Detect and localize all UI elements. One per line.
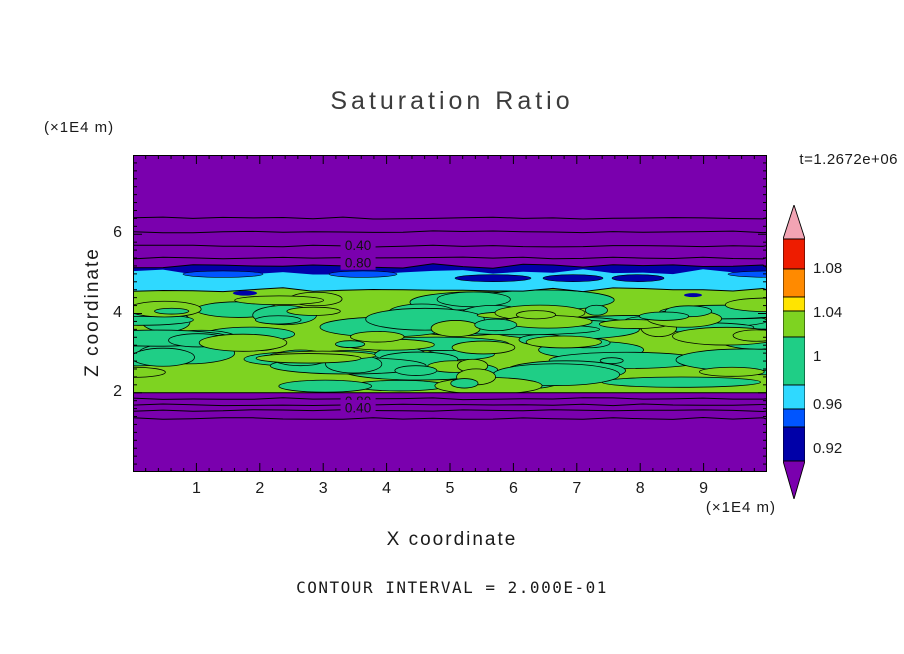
x-axis-tick-labels: 1 2 3 4 5 6 7 8 9 [133, 480, 767, 500]
colorbar-segment [783, 296, 805, 312]
x-tick-label: 6 [508, 480, 518, 497]
x-tick-label: 1 [191, 480, 201, 497]
x-tick-label: 2 [255, 480, 265, 497]
x-tick-label: 7 [572, 480, 582, 497]
colorbar-arrow-down [783, 460, 805, 499]
colorbar-labels: 1.08 1.04 1 0.96 0.92 [813, 205, 883, 499]
colorbar-segment [783, 426, 805, 462]
contour-plot: 0.400.800.800.40 [133, 155, 767, 472]
colorbar-segment [783, 238, 805, 270]
colorbar-tick-label: 1 [813, 348, 822, 365]
colorbar-segment [783, 408, 805, 428]
y-tick-label: 4 [113, 303, 122, 321]
contour-value-label: 0.40 [345, 400, 371, 415]
y-tick-label: 6 [113, 224, 122, 242]
contour-interval-label: CONTOUR INTERVAL = 2.000E-01 [296, 578, 608, 597]
x-tick-label: 5 [445, 480, 455, 497]
x-tick-label: 9 [699, 480, 709, 497]
colorbar-tick-label: 1.08 [813, 260, 843, 277]
colorbar-arrow-up [783, 205, 805, 240]
colorbar-segment [783, 310, 805, 338]
x-axis-unit-label: (×1E4 m) [705, 499, 776, 516]
y-axis-unit-label: (×1E4 m) [44, 119, 115, 136]
colorbar-segment [783, 268, 805, 298]
y-axis-tick-labels: 2 4 6 [86, 155, 122, 472]
x-axis-title: X coordinate [386, 529, 518, 550]
contour-value-label: 0.80 [345, 255, 371, 270]
y-tick-label: 2 [113, 382, 122, 400]
colorbar-segment [783, 336, 805, 386]
cyan-band [133, 269, 767, 292]
colorbar-tick-label: 1.04 [813, 304, 843, 321]
x-tick-label: 3 [318, 480, 328, 497]
colorbar-tick-label: 0.92 [813, 440, 843, 457]
colorbar-tick-label: 0.96 [813, 396, 843, 413]
timestamp-label: t=1.2672e+06 [799, 151, 898, 168]
contour-value-label: 0.40 [345, 238, 371, 253]
colorbar-segment [783, 384, 805, 410]
colorbar [783, 205, 805, 499]
x-tick-label: 4 [382, 480, 392, 497]
x-tick-label: 8 [635, 480, 645, 497]
cloud-layer [133, 288, 767, 393]
chart-title: Saturation Ratio [330, 87, 574, 115]
